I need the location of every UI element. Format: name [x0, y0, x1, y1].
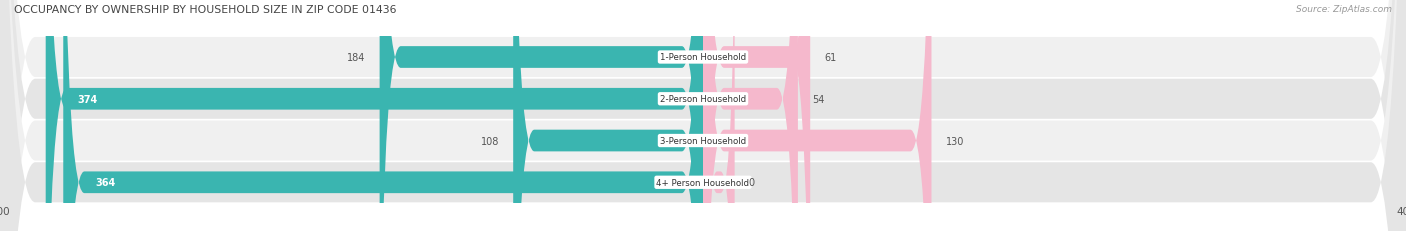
Text: Source: ZipAtlas.com: Source: ZipAtlas.com — [1296, 5, 1392, 14]
Text: 4+ Person Household: 4+ Person Household — [657, 178, 749, 187]
Text: 184: 184 — [347, 53, 366, 63]
Text: 1-Person Household: 1-Person Household — [659, 53, 747, 62]
FancyBboxPatch shape — [63, 0, 703, 231]
Text: 130: 130 — [945, 136, 965, 146]
FancyBboxPatch shape — [703, 0, 810, 231]
Text: 0: 0 — [749, 177, 755, 188]
Text: 374: 374 — [77, 94, 97, 104]
Text: 61: 61 — [824, 53, 837, 63]
FancyBboxPatch shape — [703, 0, 799, 231]
FancyBboxPatch shape — [513, 0, 703, 231]
Text: 3-Person Household: 3-Person Household — [659, 137, 747, 145]
Text: 2-Person Household: 2-Person Household — [659, 95, 747, 104]
FancyBboxPatch shape — [45, 0, 703, 231]
Text: 54: 54 — [813, 94, 824, 104]
Text: OCCUPANCY BY OWNERSHIP BY HOUSEHOLD SIZE IN ZIP CODE 01436: OCCUPANCY BY OWNERSHIP BY HOUSEHOLD SIZE… — [14, 5, 396, 15]
FancyBboxPatch shape — [703, 0, 734, 231]
FancyBboxPatch shape — [703, 0, 932, 231]
Text: 364: 364 — [94, 177, 115, 188]
Text: 108: 108 — [481, 136, 499, 146]
FancyBboxPatch shape — [380, 0, 703, 231]
